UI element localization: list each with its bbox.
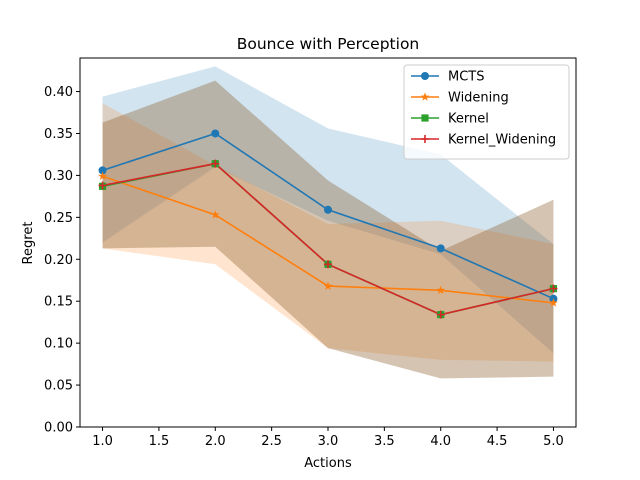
y-tick-label: 0.10	[44, 337, 73, 352]
x-tick-label: 3.0	[318, 434, 339, 449]
legend-label-mcts: MCTS	[448, 70, 485, 85]
y-tick-label: 0.05	[44, 379, 73, 394]
x-tick-label: 2.5	[261, 434, 282, 449]
point-mcts	[436, 244, 445, 253]
point-kernel-widening	[324, 260, 332, 269]
point-mcts	[98, 166, 107, 175]
chart-title: Bounce with Perception	[237, 35, 420, 53]
x-tick-label: 1.5	[149, 434, 170, 449]
legend-marker-mcts	[421, 72, 429, 80]
legend: MCTS Widening Kernel Kernel_Widening	[403, 64, 570, 160]
x-tick-label: 1.0	[92, 434, 113, 449]
band-kernel-widening	[102, 80, 554, 379]
point-kernel-widening	[549, 284, 558, 293]
point-widening	[210, 210, 220, 219]
legend-marker-kernel	[421, 114, 429, 122]
point-widening	[323, 281, 333, 290]
point-widening	[436, 285, 446, 295]
y-tick-label: 0.40	[44, 85, 73, 100]
legend-label-kernel-widening: Kernel_Widening	[448, 133, 556, 148]
legend-marker-kernel-widening	[421, 135, 429, 143]
y-axis-label: Regret	[21, 222, 36, 265]
point-widening	[98, 171, 107, 180]
point-kernel-widening	[98, 181, 107, 190]
band-widening	[102, 103, 554, 362]
y-tick-label: 0.20	[44, 253, 73, 268]
point-widening	[549, 298, 558, 307]
y-tick-label: 0.30	[44, 169, 73, 184]
x-tick-label: 4.0	[430, 434, 451, 449]
x-tick-label: 2.0	[205, 434, 226, 449]
point-mcts	[211, 129, 220, 138]
legend-label-widening: Widening	[448, 91, 509, 106]
point-kernel-widening	[436, 310, 445, 319]
x-tick-label: 4.5	[487, 434, 508, 449]
y-axis-ticks: 0.00 0.05 0.10 0.15 0.20 0.25 0.30 0.35 0.40	[44, 85, 80, 436]
x-tick-label: 3.5	[374, 434, 395, 449]
y-tick-label: 0.00	[44, 421, 73, 436]
y-tick-label: 0.25	[44, 211, 73, 226]
y-tick-label: 0.35	[44, 127, 73, 142]
x-axis-ticks: 1.0 1.5 2.0 2.5 3.0 3.5 4.0 4.5 5.0	[92, 427, 564, 449]
band-kernel	[102, 80, 554, 379]
legend-box	[403, 64, 570, 160]
series-markers	[98, 129, 558, 319]
legend-marker-widening	[420, 92, 430, 101]
point-kernel-widening	[211, 159, 220, 168]
point-mcts	[324, 205, 332, 214]
x-axis-label: Actions	[304, 456, 352, 471]
x-tick-label: 5.0	[543, 434, 564, 449]
y-tick-label: 0.15	[44, 295, 73, 310]
legend-label-kernel: Kernel	[448, 112, 489, 127]
